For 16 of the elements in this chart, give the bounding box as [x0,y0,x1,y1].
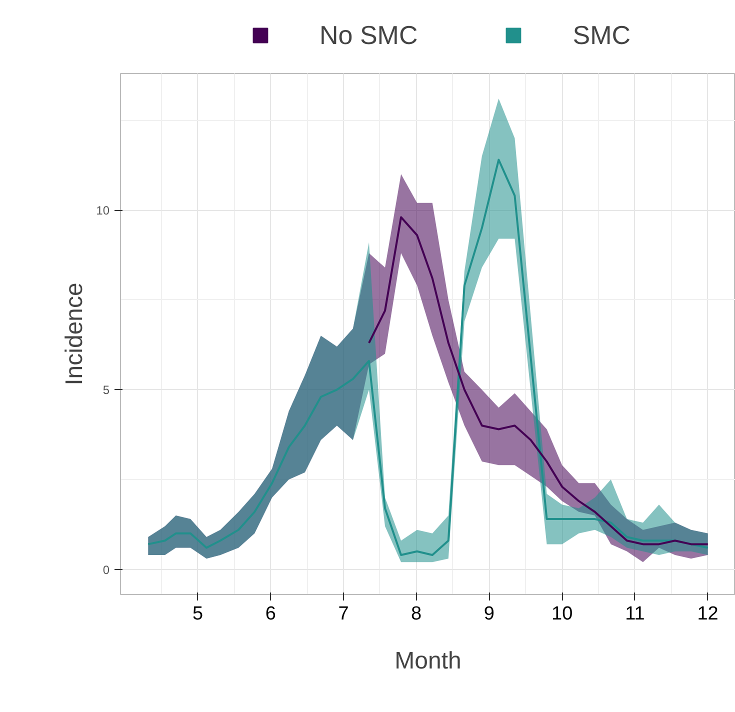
y-tick-label: 5 [102,383,110,398]
y-axis-title: Incidence [61,282,88,386]
x-tick-label: 9 [484,604,495,624]
line-series [368,216,709,546]
y-tick-label: 0 [102,562,110,577]
legend-label: SMC [572,20,631,50]
x-tick-label: 8 [411,604,422,624]
x-tick-label: 10 [552,604,573,624]
x-axis-title: Month [394,648,462,674]
y-tick-label: 10 [96,204,110,218]
x-tick-label: 12 [697,604,718,624]
x-tick-label: 7 [338,604,349,624]
x-tick-label: 11 [625,604,645,624]
x-tick-label: 6 [265,604,276,624]
x-tick-label: 5 [192,604,204,624]
legend-label: No SMC [319,20,418,50]
